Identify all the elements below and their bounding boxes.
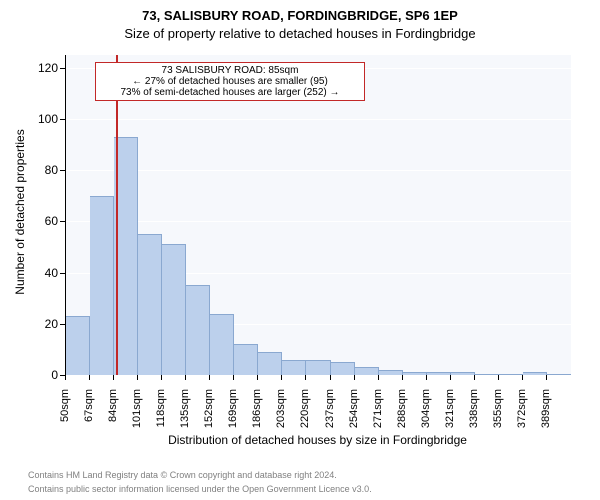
annotation-line: ← 27% of detached houses are smaller (95… bbox=[100, 76, 360, 87]
y-axis-label: Number of detached properties bbox=[13, 112, 27, 312]
histogram-bar bbox=[282, 360, 306, 375]
y-tick-label: 80 bbox=[30, 163, 58, 177]
histogram-bar bbox=[475, 374, 499, 375]
reference-line bbox=[116, 55, 118, 375]
annotation-line: 73% of semi-detached houses are larger (… bbox=[100, 87, 360, 98]
x-tick-label: 67sqm bbox=[83, 389, 95, 439]
x-tick-mark bbox=[137, 375, 138, 380]
x-tick-label: 118sqm bbox=[155, 389, 167, 439]
x-tick-mark bbox=[546, 375, 547, 380]
x-tick-mark bbox=[450, 375, 451, 380]
y-tick-mark bbox=[60, 273, 65, 274]
x-tick-label: 372sqm bbox=[516, 389, 528, 439]
x-tick-mark bbox=[426, 375, 427, 380]
histogram-bar bbox=[547, 374, 571, 375]
plot-area bbox=[65, 55, 571, 376]
histogram-bar bbox=[523, 372, 547, 375]
x-tick-mark bbox=[185, 375, 186, 380]
x-tick-mark bbox=[402, 375, 403, 380]
y-tick-mark bbox=[60, 119, 65, 120]
x-tick-mark bbox=[257, 375, 258, 380]
histogram-bar bbox=[355, 367, 379, 375]
x-tick-mark bbox=[89, 375, 90, 380]
annotation-box: 73 SALISBURY ROAD: 85sqm← 27% of detache… bbox=[95, 62, 365, 101]
x-tick-mark bbox=[209, 375, 210, 380]
y-tick-mark bbox=[60, 170, 65, 171]
gridline bbox=[66, 221, 571, 222]
histogram-bar bbox=[451, 372, 475, 375]
x-tick-label: 288sqm bbox=[396, 389, 408, 439]
x-tick-mark bbox=[161, 375, 162, 380]
x-tick-mark bbox=[330, 375, 331, 380]
chart-title-line1: 73, SALISBURY ROAD, FORDINGBRIDGE, SP6 1… bbox=[0, 8, 600, 23]
x-tick-mark bbox=[354, 375, 355, 380]
histogram-bar bbox=[90, 196, 114, 375]
x-tick-label: 237sqm bbox=[324, 389, 336, 439]
y-tick-label: 120 bbox=[30, 61, 58, 75]
x-tick-label: 186sqm bbox=[251, 389, 263, 439]
x-tick-label: 321sqm bbox=[444, 389, 456, 439]
x-tick-label: 135sqm bbox=[179, 389, 191, 439]
histogram-bar bbox=[66, 316, 90, 375]
x-tick-mark bbox=[378, 375, 379, 380]
x-tick-label: 220sqm bbox=[299, 389, 311, 439]
x-tick-label: 304sqm bbox=[420, 389, 432, 439]
x-tick-label: 84sqm bbox=[107, 389, 119, 439]
chart-container: 73, SALISBURY ROAD, FORDINGBRIDGE, SP6 1… bbox=[0, 0, 600, 500]
gridline bbox=[66, 170, 571, 171]
x-tick-label: 101sqm bbox=[131, 389, 143, 439]
histogram-bar bbox=[138, 234, 162, 375]
x-tick-label: 355sqm bbox=[492, 389, 504, 439]
histogram-bar bbox=[210, 314, 234, 375]
x-tick-mark bbox=[113, 375, 114, 380]
x-tick-label: 254sqm bbox=[348, 389, 360, 439]
y-tick-mark bbox=[60, 324, 65, 325]
y-tick-label: 100 bbox=[30, 112, 58, 126]
histogram-bar bbox=[379, 370, 403, 375]
histogram-bar bbox=[331, 362, 355, 375]
x-tick-mark bbox=[498, 375, 499, 380]
x-tick-label: 203sqm bbox=[275, 389, 287, 439]
x-tick-mark bbox=[474, 375, 475, 380]
histogram-bar bbox=[427, 372, 451, 375]
x-tick-label: 50sqm bbox=[59, 389, 71, 439]
x-tick-label: 389sqm bbox=[540, 389, 552, 439]
y-tick-label: 60 bbox=[30, 214, 58, 228]
x-tick-mark bbox=[233, 375, 234, 380]
gridline bbox=[66, 375, 571, 376]
histogram-bar bbox=[258, 352, 282, 375]
x-tick-mark bbox=[281, 375, 282, 380]
x-tick-label: 338sqm bbox=[468, 389, 480, 439]
x-tick-label: 152sqm bbox=[203, 389, 215, 439]
gridline bbox=[66, 119, 571, 120]
y-tick-mark bbox=[60, 68, 65, 69]
x-tick-label: 169sqm bbox=[227, 389, 239, 439]
annotation-line: 73 SALISBURY ROAD: 85sqm bbox=[100, 65, 360, 76]
histogram-bar bbox=[162, 244, 186, 375]
x-tick-mark bbox=[522, 375, 523, 380]
histogram-bar bbox=[306, 360, 330, 375]
x-tick-mark bbox=[65, 375, 66, 380]
y-tick-label: 40 bbox=[30, 266, 58, 280]
x-tick-label: 271sqm bbox=[372, 389, 384, 439]
y-tick-label: 20 bbox=[30, 317, 58, 331]
footer-line1: Contains HM Land Registry data © Crown c… bbox=[28, 470, 337, 480]
x-tick-mark bbox=[305, 375, 306, 380]
footer-line2: Contains public sector information licen… bbox=[28, 484, 372, 494]
histogram-bar bbox=[186, 285, 210, 375]
histogram-bar bbox=[114, 137, 138, 375]
histogram-bar bbox=[403, 372, 427, 375]
y-tick-label: 0 bbox=[30, 368, 58, 382]
histogram-bar bbox=[499, 374, 523, 375]
histogram-bar bbox=[234, 344, 258, 375]
chart-title-line2: Size of property relative to detached ho… bbox=[0, 26, 600, 41]
y-tick-mark bbox=[60, 221, 65, 222]
